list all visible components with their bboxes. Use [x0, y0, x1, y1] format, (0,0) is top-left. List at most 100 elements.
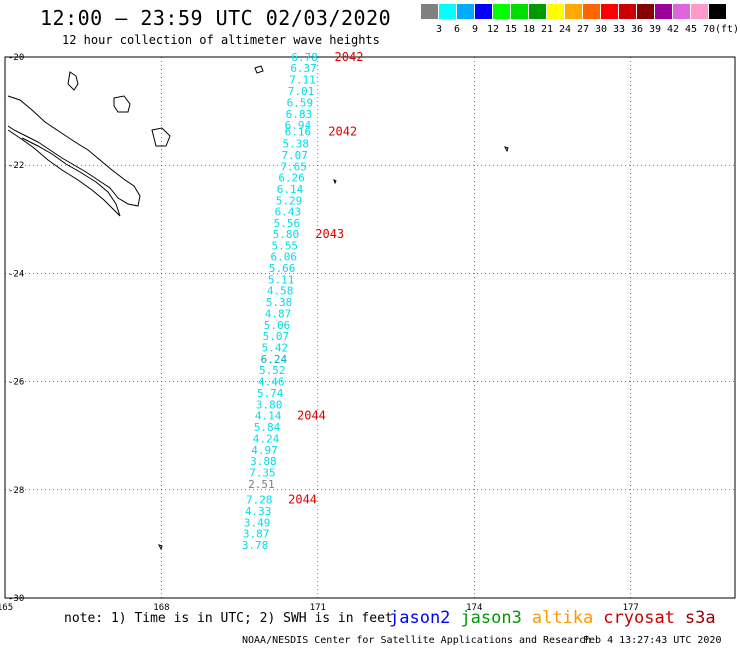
new-caledonia-coast [7, 95, 141, 207]
legend-altika: altika [531, 608, 594, 628]
wave-height-label: 5.11 [268, 273, 295, 286]
color-scale-label: 36 [630, 24, 644, 35]
lat-tick-label: -22 [8, 161, 24, 171]
wave-height-label: 4.97 [251, 444, 278, 457]
map-frame [4, 56, 736, 599]
map-grid [4, 56, 736, 599]
wave-height-label: 2.51 [248, 478, 275, 491]
legend-cryosat: cryosat [603, 608, 675, 628]
color-swatch [547, 4, 564, 19]
pass-time-label: 2044 [297, 409, 326, 423]
lon-tick-label: 177 [623, 603, 639, 613]
color-scale-label: 6 [453, 24, 461, 35]
legend-s3a: s3a [684, 608, 716, 628]
small-island-3 [158, 544, 163, 551]
loyalty-island-2 [151, 127, 171, 147]
wave-height-label: 3.49 [244, 516, 271, 529]
wave-height-label: 4.14 [255, 410, 282, 423]
color-swatch [457, 4, 474, 19]
loyalty-island-1 [113, 95, 131, 113]
color-scale-label: 21 [540, 24, 554, 35]
color-swatch [511, 4, 528, 19]
color-scale-label: 9 [471, 24, 479, 35]
color-swatch [655, 4, 672, 19]
lat-tick-label: -20 [8, 53, 24, 63]
wave-height-label: 5.29 [276, 194, 303, 207]
small-island [504, 146, 509, 153]
wave-height-label: 6.37 [290, 62, 317, 75]
color-swatch [421, 4, 438, 19]
color-scale-label: 15 [504, 24, 518, 35]
color-scale-label: 12 [486, 24, 500, 35]
units-note: note: 1) Time is in UTC; 2) SWH is in fe… [64, 611, 393, 626]
wave-height-label: 7.28 [246, 494, 273, 507]
axis-ticks: 165 168 171 174 177 -20 -22 -24 -26 -28 -30 [0, 53, 639, 613]
color-scale-label: 45 [684, 24, 698, 35]
map-subtitle: 12 hour collection of altimeter wave hei… [62, 33, 380, 47]
wave-height-label: 7.65 [280, 160, 307, 173]
color-scale-label: 70 [702, 24, 716, 35]
wave-height-label: 5.06 [264, 319, 291, 332]
wave-height-label: 7.01 [288, 85, 315, 98]
wave-height-label: 5.66 [269, 262, 296, 275]
color-scale-label: 18 [522, 24, 536, 35]
wave-height-label: 6.24 [261, 353, 288, 366]
pass-time-labels: 2042 2042 2043 2044 2044 [288, 50, 363, 507]
wave-height-label: 4.58 [267, 285, 294, 298]
lat-tick-label: -24 [8, 269, 24, 279]
wave-height-label: 5.42 [262, 342, 289, 355]
wave-height-label: 6.94 [285, 119, 312, 132]
wave-height-label: 5.55 [272, 239, 299, 252]
wave-height-label: 5.52 [259, 364, 286, 377]
wave-height-label: 5.84 [254, 421, 281, 434]
lon-tick-label: 165 [0, 603, 13, 613]
wave-height-label: 6.78 [291, 51, 318, 64]
color-swatch [601, 4, 618, 19]
wave-height-label: 5.38 [266, 296, 293, 309]
lat-tick-label: -26 [8, 378, 24, 388]
color-scale-label: 30 [594, 24, 608, 35]
map-title: 12:00 – 23:59 UTC 02/03/2020 [40, 6, 392, 30]
wave-height-label: 6.26 [278, 172, 305, 185]
color-swatch [583, 4, 600, 19]
wave-height-label: 4.46 [258, 376, 285, 389]
wave-height-label: 7.11 [289, 74, 316, 87]
color-scale-label: 24 [558, 24, 572, 35]
color-swatch [475, 4, 492, 19]
color-scale-label: 3 [435, 24, 443, 35]
coastline [7, 65, 509, 551]
wave-height-label: 6.59 [287, 96, 314, 109]
color-swatch [691, 4, 708, 19]
legend-jason3: jason3 [460, 608, 522, 628]
credit-line: NOAA/NESDIS Center for Satellite Applica… [242, 635, 592, 646]
belep-island [67, 71, 79, 91]
wave-height-label: 3.88 [250, 455, 277, 468]
legend-jason2: jason2 [389, 608, 451, 628]
color-swatch [673, 4, 690, 19]
color-swatch [529, 4, 546, 19]
wave-height-label: 6.16 [285, 126, 312, 139]
lat-tick-label: -30 [8, 594, 24, 604]
small-island-2 [333, 179, 337, 185]
color-scale-label: 42 [666, 24, 680, 35]
color-swatch [709, 4, 726, 19]
walpole-island [254, 65, 264, 74]
wave-height-label: 6.43 [275, 206, 302, 219]
lon-tick-label: 174 [466, 603, 482, 613]
color-scale-label: 33 [612, 24, 626, 35]
color-scale-unit: (ft) [714, 24, 740, 35]
pass-time-label: 2044 [288, 493, 317, 507]
color-scale-label: 39 [648, 24, 662, 35]
pass-time-label: 2043 [315, 227, 344, 241]
color-scale-label: 27 [576, 24, 590, 35]
wave-height-label: 5.38 [282, 138, 309, 151]
wave-height-label: 4.87 [265, 307, 292, 320]
wave-height-label: 3.78 [242, 539, 269, 552]
wave-height-label: 6.83 [286, 108, 313, 121]
wave-height-label: 5.74 [257, 387, 284, 400]
pass-time-label: 2042 [335, 50, 364, 64]
color-swatch [637, 4, 654, 19]
wave-height-label: 7.35 [249, 466, 276, 479]
lon-tick-label: 168 [153, 603, 169, 613]
pass-time-label: 2042 [328, 125, 357, 139]
